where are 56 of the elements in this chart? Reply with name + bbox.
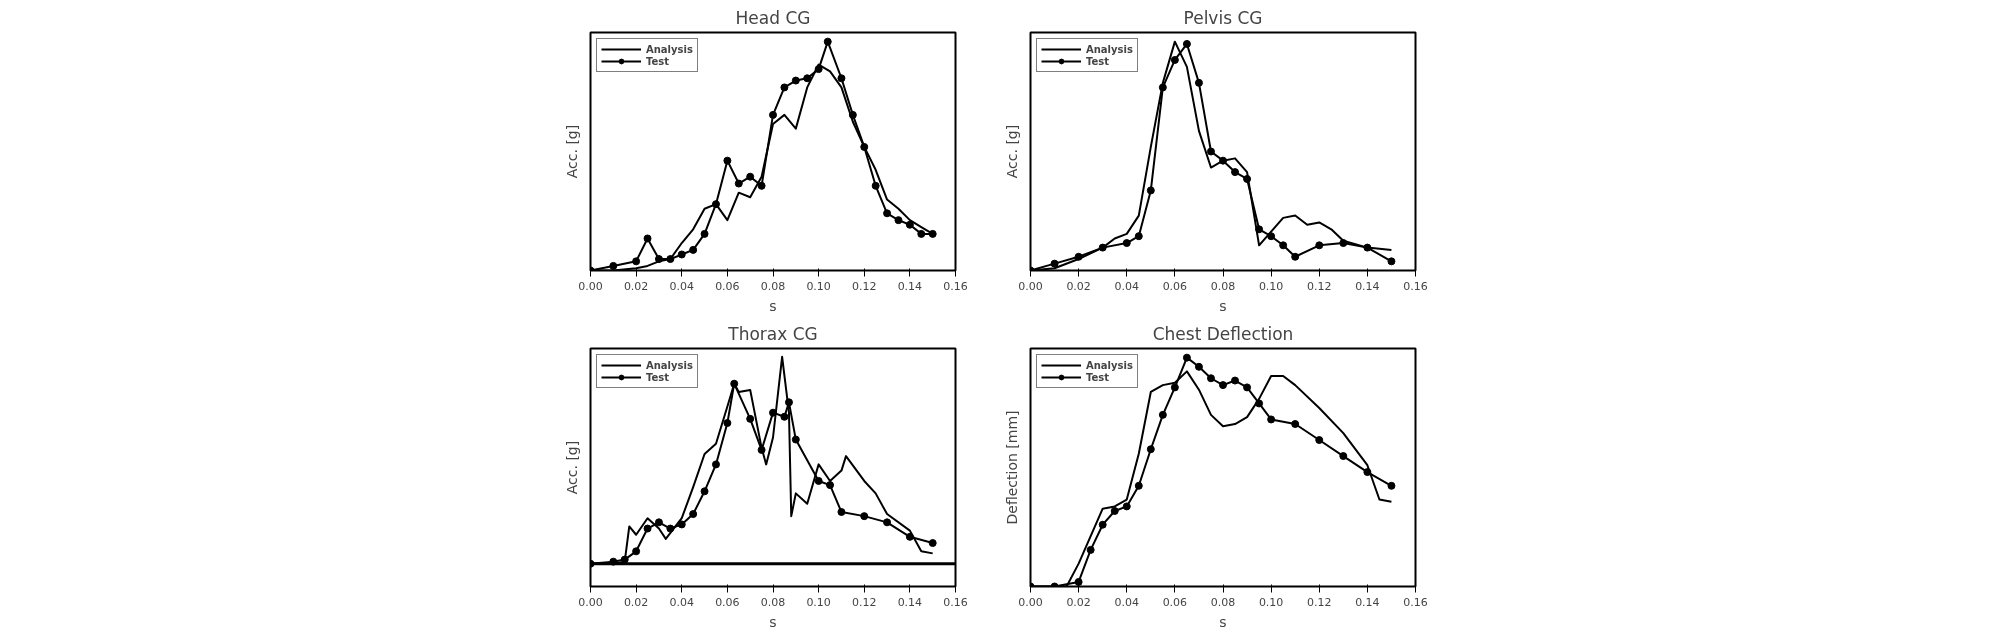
x-tick-label: 0.16 <box>1403 595 1428 609</box>
x-tick-label: 0.04 <box>669 279 694 293</box>
x-tick-label: 0.00 <box>1018 595 1043 609</box>
x-tick-label: 0.08 <box>1210 279 1236 293</box>
x-tick-label: 0.12 <box>1307 595 1332 609</box>
x-tick-label: 0.14 <box>1355 595 1380 609</box>
x-tick-label: 0.10 <box>806 595 831 609</box>
x-tick-label: 0.04 <box>669 595 694 609</box>
y-axis-title: Acc. [g] <box>563 124 580 179</box>
x-tick-label: 0.08 <box>760 279 786 293</box>
chart-title: Pelvis CG <box>1183 7 1263 28</box>
y-axis-title: Acc. [g] <box>563 440 580 495</box>
legend-label: Test <box>1086 55 1110 67</box>
x-tick-label: 0.16 <box>1403 279 1428 293</box>
x-tick-label: 0.06 <box>1162 279 1188 293</box>
x-tick-label: 0.02 <box>1066 279 1091 293</box>
x-tick-label: 0.00 <box>578 595 603 609</box>
x-tick-label: 0.04 <box>1114 595 1139 609</box>
x-tick-label: 0.06 <box>715 279 740 293</box>
x-axis-title: s <box>769 297 777 314</box>
x-axis-title: s <box>1219 297 1227 314</box>
y-axis-title: Acc. [g] <box>1003 124 1020 179</box>
x-tick-label: 0.10 <box>1258 595 1284 609</box>
y-axis-title: Deflection [mm] <box>1003 410 1020 525</box>
x-tick-label: 0.12 <box>852 279 877 293</box>
legend-label: Analysis <box>646 359 693 371</box>
x-tick-label: 0.12 <box>1307 279 1332 293</box>
legend-label: Analysis <box>1086 359 1133 371</box>
legend-label: Test <box>1086 371 1110 383</box>
x-tick-label: 0.12 <box>852 595 877 609</box>
legend-label: Test <box>646 371 670 383</box>
x-tick-label: 0.06 <box>715 595 740 609</box>
chart-title: Chest Deflection <box>1152 323 1294 344</box>
x-tick-label: 0.14 <box>1355 279 1380 293</box>
x-tick-label: 0.02 <box>623 279 649 293</box>
legend-label: Analysis <box>1086 43 1133 55</box>
x-tick-label: 0.14 <box>897 279 923 293</box>
chart-title: Thorax CG <box>727 323 818 344</box>
x-tick-label: 0.14 <box>897 595 923 609</box>
x-tick-label: 0.08 <box>760 595 786 609</box>
x-axis-title: s <box>769 613 777 630</box>
x-axis-title: s <box>1219 613 1227 630</box>
x-tick-label: 0.16 <box>943 279 968 293</box>
chart-title: Head CG <box>735 7 811 28</box>
legend-label: Test <box>646 55 670 67</box>
x-tick-label: 0.10 <box>1258 279 1284 293</box>
x-tick-label: 0.02 <box>623 595 649 609</box>
x-tick-label: 0.16 <box>943 595 968 609</box>
x-tick-label: 0.10 <box>806 279 831 293</box>
x-tick-label: 0.00 <box>1018 279 1043 293</box>
x-tick-label: 0.08 <box>1210 595 1236 609</box>
x-tick-label: 0.06 <box>1162 595 1188 609</box>
x-tick-label: 0.00 <box>578 279 603 293</box>
x-tick-label: 0.02 <box>1066 595 1091 609</box>
x-tick-label: 0.04 <box>1114 279 1139 293</box>
legend-label: Analysis <box>646 43 693 55</box>
